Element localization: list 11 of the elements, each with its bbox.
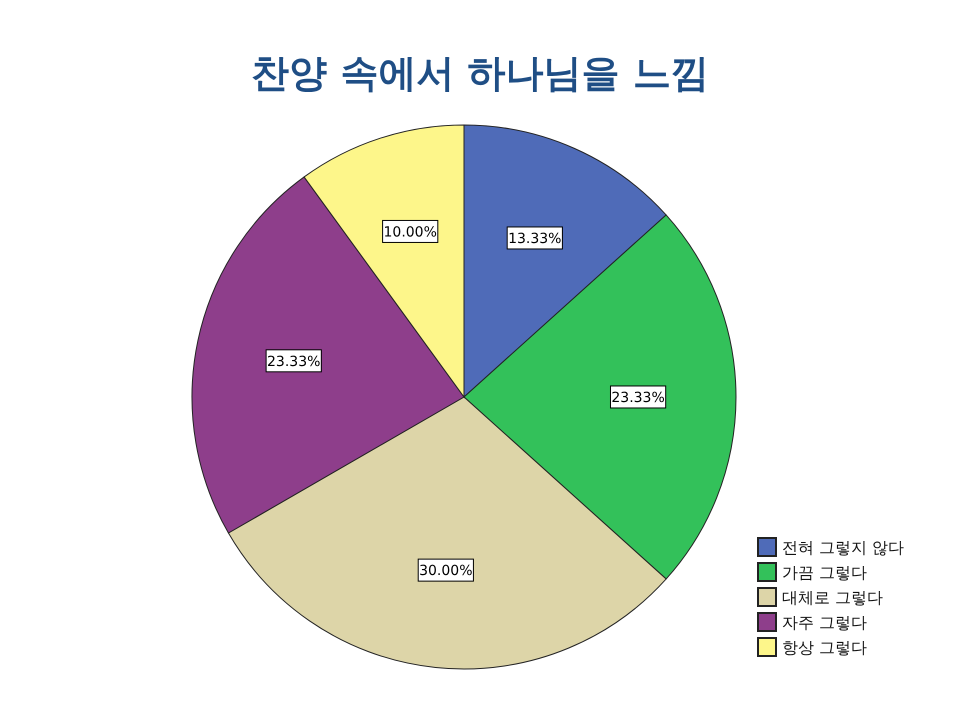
- legend-label: 대체로 그렇다: [782, 588, 884, 607]
- data-label: 23.33%: [267, 354, 320, 370]
- data-label: 10.00%: [384, 224, 437, 240]
- data-label: 13.33%: [508, 230, 562, 247]
- legend-label: 자주 그렇다: [782, 613, 868, 632]
- legend-label: 전혀 그렇지 않다: [782, 538, 904, 557]
- legend-label: 항상 그렇다: [782, 638, 868, 657]
- legend-label: 가끔 그렇다: [782, 563, 868, 582]
- chart-title: 찬양 속에서 하나님을 느낌: [251, 51, 709, 95]
- data-label: 30.00%: [419, 563, 473, 580]
- data-label: 23.33%: [611, 390, 665, 406]
